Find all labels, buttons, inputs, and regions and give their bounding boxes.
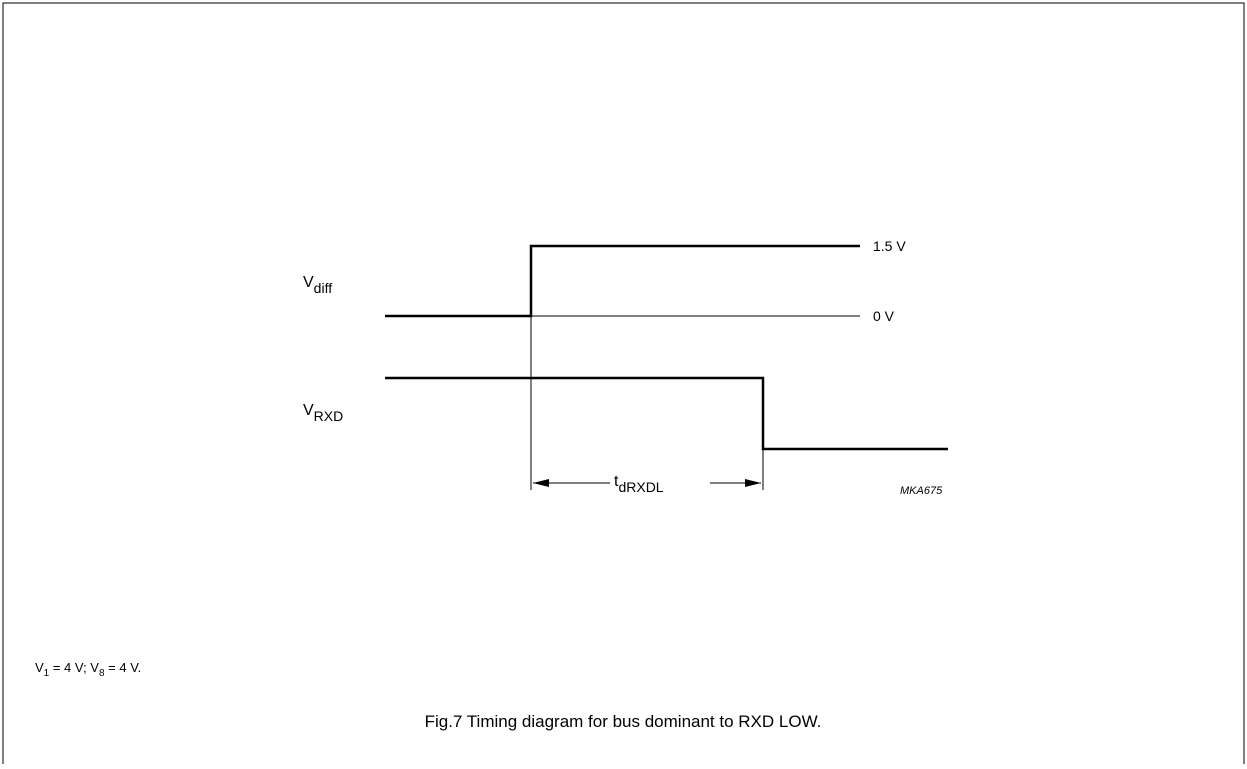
figure-code: MKA675 bbox=[900, 485, 943, 497]
label-base: V bbox=[303, 274, 314, 291]
vrxd-label: VRXD bbox=[303, 402, 343, 424]
vdiff-label: Vdiff bbox=[303, 274, 332, 296]
note-sub: 8 bbox=[99, 668, 105, 679]
note-text: V bbox=[35, 660, 44, 675]
note-text: = 4 V; V bbox=[49, 660, 99, 675]
note: V1 = 4 V; V8 = 4 V. bbox=[35, 660, 141, 679]
caption: Fig.7 Timing diagram for bus dominant to… bbox=[425, 712, 822, 731]
arrow-head bbox=[533, 479, 549, 487]
arrow-head bbox=[745, 479, 761, 487]
note-sub: 1 bbox=[44, 668, 50, 679]
note-text: = 4 V. bbox=[105, 660, 142, 675]
label-base: V bbox=[303, 402, 314, 419]
level-label: 1.5 V bbox=[873, 238, 906, 254]
label-base: t bbox=[614, 473, 619, 490]
vrxd-signal bbox=[385, 376, 948, 451]
label-sub: diff bbox=[314, 280, 333, 296]
level-label: 0 V bbox=[873, 308, 895, 324]
delay-label: tdRXDL bbox=[614, 473, 664, 495]
label-sub: RXD bbox=[314, 408, 344, 424]
label-sub: dRXDL bbox=[618, 479, 663, 495]
vdiff-signal bbox=[385, 244, 860, 318]
